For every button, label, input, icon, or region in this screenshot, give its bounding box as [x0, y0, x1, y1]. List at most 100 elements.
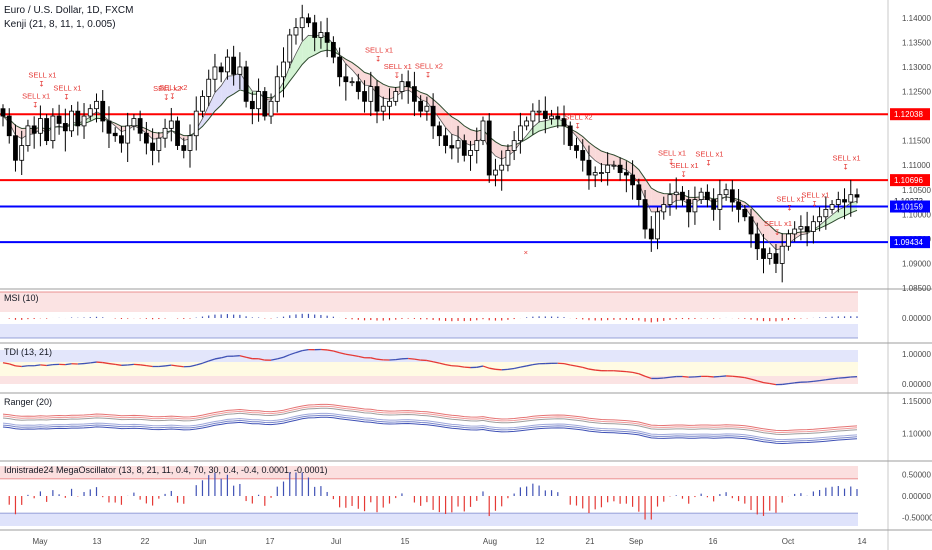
time-tick-label: Sep: [629, 537, 644, 546]
tdi-line-segment: [757, 380, 764, 384]
candle-body: [667, 194, 673, 205]
sell-signal-arrow: ↧: [394, 71, 400, 80]
sell-signal-label: SELL x1: [833, 153, 861, 162]
sell-signal-label: SELL x1: [801, 191, 829, 200]
sell-signal-label: SELL x1: [22, 91, 50, 100]
level-tag-bg: [890, 200, 930, 213]
tdi-line-segment: [96, 361, 103, 364]
tdi-line-segment: [115, 363, 122, 366]
ranger-band-line: [2, 407, 858, 436]
tdi-line-segment: [370, 357, 378, 360]
candle-body: [680, 191, 685, 200]
candle-body: [355, 81, 361, 92]
ma-cloud-segment: [451, 116, 459, 137]
candle-body: [106, 120, 112, 134]
tdi-line-segment: [302, 348, 309, 352]
ranger-band-line: [2, 416, 858, 445]
tdi-line-segment: [214, 357, 222, 360]
candle-body: [156, 137, 162, 151]
ma-cloud-segment: [445, 111, 452, 135]
tdi-line-segment: [457, 365, 465, 368]
candle-body: [268, 100, 274, 117]
candle-body: [835, 199, 841, 205]
level-tag-label: 1.10696: [894, 176, 923, 185]
sell-signal-arrow: ↧: [63, 93, 69, 102]
candle-body: [642, 199, 648, 230]
sell-signal-label: SELL x1: [365, 45, 393, 54]
candle-body: [648, 228, 654, 240]
tdi-line-segment: [794, 381, 801, 384]
candle-body: [293, 27, 299, 36]
ranger-band-line: [2, 405, 858, 434]
pane-band: [0, 362, 858, 376]
time-tick-label: 17: [266, 537, 275, 546]
tdi-line-segment: [164, 364, 172, 367]
tdi-line-segment: [351, 354, 359, 358]
candle-body: [162, 127, 168, 139]
candle-body: [387, 100, 392, 107]
pane-title: Idnistrade24 MegaOscillator (13, 8, 21, …: [4, 465, 328, 475]
header-title: Euro / U.S. Dollar, 1D, FXCM: [4, 5, 134, 16]
candle-body: [542, 110, 548, 119]
tdi-line-segment: [744, 376, 752, 380]
ma-cloud-segment: [526, 127, 533, 140]
time-tick-label: Aug: [483, 537, 497, 546]
level-tag-bg: [890, 108, 930, 121]
ma-cloud-segment: [738, 199, 745, 207]
price-tick-label: 1.11500: [902, 137, 931, 146]
candle-body: [243, 66, 249, 102]
pane-band: [0, 376, 858, 384]
tdi-line-segment: [432, 361, 440, 364]
candle-body: [786, 233, 791, 247]
candle-body: [580, 150, 586, 161]
sell-signal-label: SELL x1: [764, 219, 792, 228]
tdi-line-segment: [489, 367, 496, 370]
candle-body: [131, 118, 137, 127]
candle-body: [549, 115, 554, 119]
candle-body: [412, 86, 417, 102]
ma-cloud-segment: [364, 72, 371, 86]
candle-body: [736, 201, 741, 210]
tdi-line-segment: [277, 356, 284, 360]
tdi-line-segment: [177, 365, 184, 368]
candle-body: [704, 191, 710, 200]
candle-body: [592, 172, 598, 176]
candle-body: [343, 76, 349, 83]
tdi-line-segment: [339, 352, 346, 355]
pane-tick-label: 1.10000: [902, 429, 931, 438]
candle-body: [605, 164, 611, 173]
price-tick-label: 1.12500: [902, 88, 931, 97]
candle-body: [792, 228, 798, 235]
tdi-line-segment: [738, 376, 745, 379]
tdi-line-segment: [221, 355, 228, 359]
tdi-line-segment: [588, 368, 596, 371]
pane-tick-label: 0.00000: [902, 314, 931, 323]
candle-body: [711, 199, 717, 210]
candle-body: [281, 61, 286, 78]
sell-signal-label: SELL x1: [658, 148, 686, 157]
ma-cloud-segment: [283, 66, 290, 90]
candle-body: [424, 105, 430, 112]
tdi-line-segment: [763, 381, 770, 385]
sell-signal-arrow: ↧: [843, 162, 849, 171]
tdi-line-segment: [408, 357, 415, 360]
ma-cloud-segment: [800, 231, 808, 235]
ma-cloud-segment: [202, 105, 209, 127]
tdi-line-segment: [595, 369, 602, 372]
time-tick-label: 16: [709, 537, 718, 546]
level-tag-label: 1.12038: [894, 110, 923, 119]
ma-cloud-segment: [645, 178, 652, 212]
candle-body: [150, 142, 156, 151]
tdi-line-segment: [140, 364, 147, 367]
mega-lower-zone: [0, 513, 858, 526]
candle-body: [567, 125, 573, 146]
sell-signal-arrow: ↧: [705, 158, 711, 167]
ma-cloud-segment: [383, 84, 390, 100]
candle-body: [362, 91, 367, 102]
candle-body: [193, 110, 199, 137]
sell-signal-arrow: ↧: [811, 200, 817, 209]
candle-body: [237, 66, 243, 75]
candle-body: [698, 191, 704, 200]
tdi-line-segment: [532, 363, 540, 366]
